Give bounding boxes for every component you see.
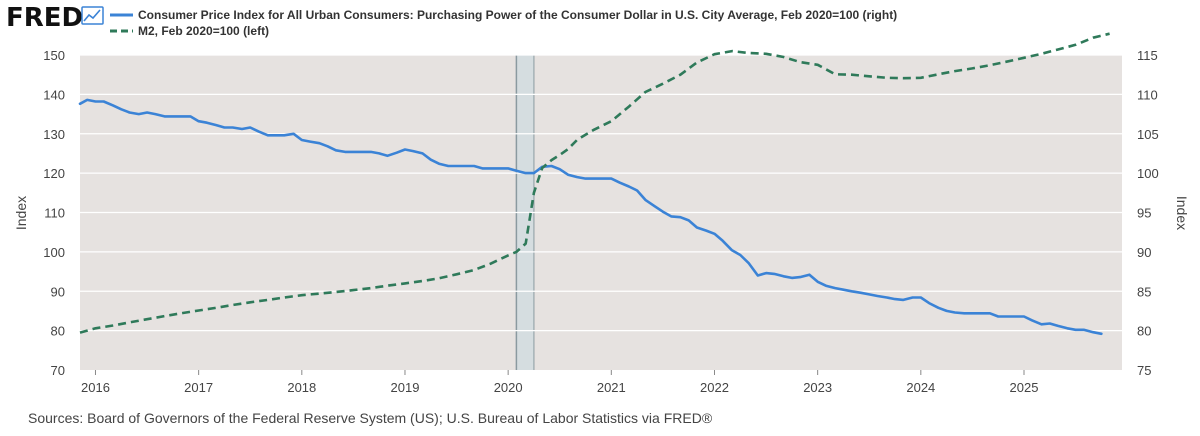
y-right-tick-label: 115	[1137, 48, 1158, 63]
x-tick-label: 2025	[1010, 380, 1039, 395]
series-lines	[78, 32, 1110, 336]
y-right-tick-label: 95	[1137, 206, 1151, 221]
y-right-tick-label: 100	[1137, 166, 1159, 181]
y-left-tick-label: 90	[51, 284, 65, 299]
x-tick-label: 2023	[803, 380, 832, 395]
y-right-tick-label: 90	[1137, 245, 1151, 260]
y-right-tick-label: 85	[1137, 284, 1151, 299]
y-left-tick-label: 80	[51, 324, 65, 339]
y-left-tick-label: 70	[51, 363, 65, 378]
x-tick-label: 2018	[287, 380, 316, 395]
y-left-tick-label: 150	[43, 48, 65, 63]
y-left-tick-label: 110	[44, 206, 65, 221]
fred-logo-chart-icon	[81, 6, 104, 25]
y-right-tick-label: 80	[1137, 324, 1151, 339]
fred-logo-text: FRED	[6, 3, 83, 33]
y-left-tick-label: 140	[43, 87, 65, 102]
x-tick-label: 2016	[81, 380, 110, 395]
y-right-tick-label: 110	[1137, 87, 1158, 102]
series-line-m2	[79, 32, 1110, 334]
gridlines	[80, 54, 1122, 332]
x-tick-label: 2017	[184, 380, 213, 395]
x-tick-label: 2019	[391, 380, 420, 395]
legend: Consumer Price Index for All Urban Consu…	[110, 8, 897, 38]
series-line-cpi	[78, 98, 1103, 336]
y-right-tick-label: 75	[1137, 363, 1151, 378]
y-left-tick-label: 130	[43, 127, 65, 142]
y-left-tick-label: 120	[43, 166, 65, 181]
y-axis-left-title: Index	[13, 196, 29, 230]
x-axis: 2016 2017 2018 2019 2020 2021 2022 2023 2024 2025	[81, 370, 1038, 395]
fred-logo[interactable]: FRED	[6, 3, 104, 33]
x-tick-label: 2020	[494, 380, 523, 395]
x-tick-label: 2022	[700, 380, 729, 395]
x-tick-label: 2021	[597, 380, 626, 395]
y-axis-left: 70 80 90 100 110 120 130 140 150	[43, 48, 65, 378]
x-tick-label: 2024	[906, 380, 935, 395]
y-axis-right: 75 80 85 90 95 100 105 110 115	[1137, 48, 1159, 378]
source-note: Sources: Board of Governors of the Feder…	[28, 410, 713, 426]
y-right-tick-label: 105	[1137, 127, 1159, 142]
y-axis-right-title: Index	[1174, 196, 1190, 230]
legend-label-cpi: Consumer Price Index for All Urban Consu…	[138, 8, 897, 22]
y-left-tick-label: 100	[43, 245, 65, 260]
legend-label-m2: M2, Feb 2020=100 (left)	[138, 24, 269, 38]
